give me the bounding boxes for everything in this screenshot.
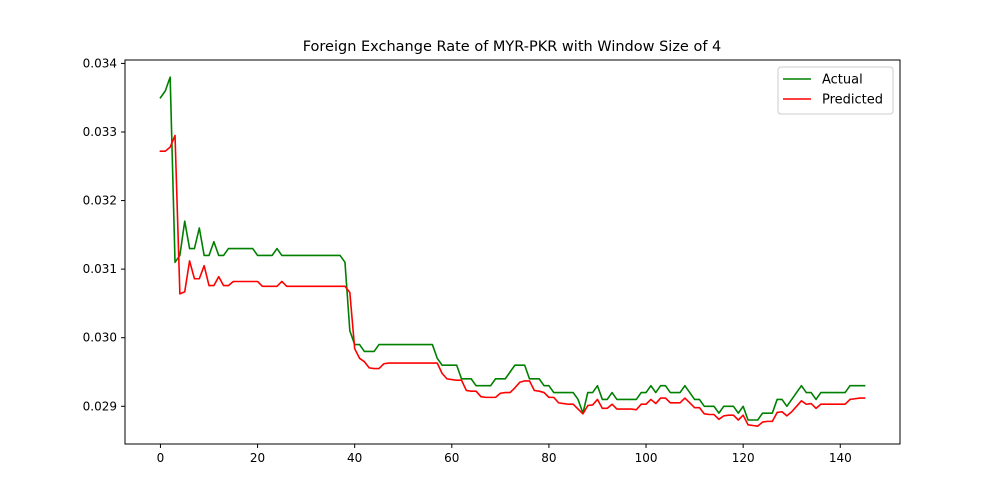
x-tick-label: 80: [541, 451, 556, 465]
y-tick-label: 0.031: [83, 262, 117, 276]
y-tick-label: 0.033: [83, 125, 117, 139]
series-line-predicted: [159, 134, 866, 427]
plot-frame: [124, 59, 901, 445]
plot-lines: [159, 76, 866, 427]
legend-label-predicted: Predicted: [822, 93, 883, 108]
x-tick-label: 40: [347, 451, 362, 465]
x-tick-label: 20: [250, 451, 265, 465]
x-tick-label: 60: [444, 451, 459, 465]
x-tick-label: 120: [732, 451, 755, 465]
legend-label-actual: Actual: [822, 73, 863, 88]
series-line-actual: [159, 76, 866, 421]
x-axis: 0 20 40 60 80 100 120 140: [157, 444, 852, 465]
legend: Actual Predicted: [777, 66, 894, 115]
x-tick-label: 100: [635, 451, 658, 465]
chart-title: Foreign Exchange Rate of MYR-PKR with Wi…: [303, 39, 722, 55]
y-tick-label: 0.030: [83, 331, 117, 345]
x-tick-label: 140: [829, 451, 852, 465]
x-tick-label: 0: [157, 451, 165, 465]
y-tick-label: 0.029: [83, 399, 117, 413]
y-tick-label: 0.034: [83, 56, 117, 70]
y-tick-label: 0.032: [83, 194, 117, 208]
y-axis: 0.029 0.030 0.031 0.032 0.033 0.034: [83, 56, 125, 413]
